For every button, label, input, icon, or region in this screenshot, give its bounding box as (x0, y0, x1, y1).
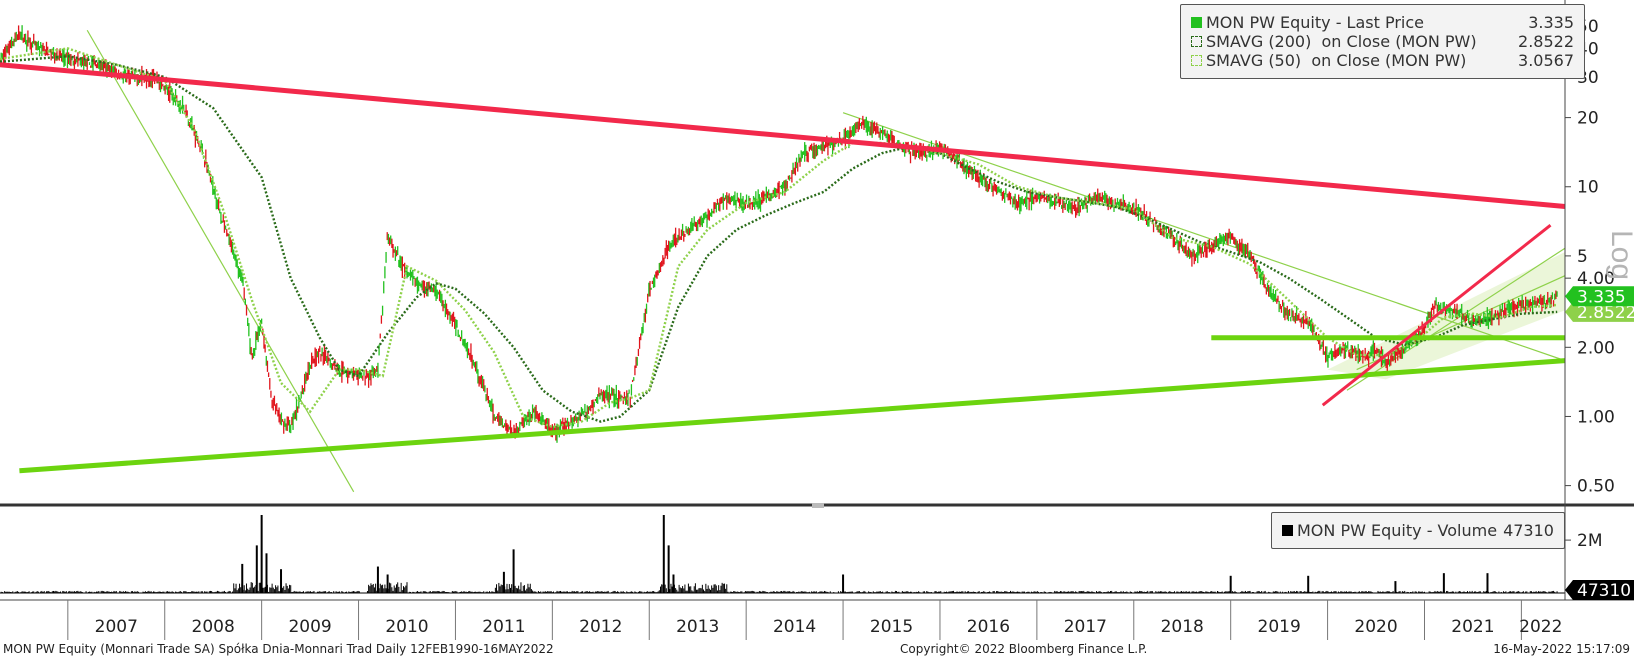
x-tick-label: 2018 (1161, 617, 1204, 637)
legend-value: 3.0567 (1518, 51, 1574, 70)
legend-value: 3.335 (1528, 13, 1574, 32)
breakout-line (1321, 224, 1552, 407)
last-price-badge-bg (1565, 286, 1634, 307)
legend-row-sma200: SMAVG (200) on Close (MON PW) 2.8522 (1191, 32, 1574, 51)
legend-label: MON PW Equity - Last Price (1206, 13, 1424, 32)
x-tick-label: 2008 (192, 617, 235, 637)
resistance-line (0, 62, 1566, 209)
volume-legend-label: MON PW Equity - Volume (1297, 521, 1498, 540)
volume-y-tick-label: 2M (1577, 531, 1602, 551)
divider-handle (812, 503, 824, 508)
y-tick-label: 4.00 (1577, 269, 1615, 289)
sma200-badge-bg (1565, 301, 1634, 322)
volume-badge-bg (1565, 580, 1634, 600)
y-tick-label: 1.00 (1577, 407, 1615, 427)
volume-swatch (1282, 525, 1293, 536)
last-price-swatch (1191, 17, 1202, 28)
price-panel (0, 25, 1566, 493)
y-tick-label: 5 (1577, 247, 1588, 267)
footer-center: Copyright© 2022 Bloomberg Finance L.P. (900, 642, 1148, 656)
legend-row-sma50: SMAVG (50) on Close (MON PW) 3.0567 (1191, 51, 1574, 70)
x-tick-label: 2015 (870, 617, 913, 637)
legend-label: SMAVG (50) on Close (MON PW) (1206, 51, 1467, 70)
y-tick-label: 10 (1577, 178, 1599, 198)
volume-badge: 47310 (1577, 581, 1631, 601)
price-legend: MON PW Equity - Last Price 3.335 SMAVG (… (1180, 4, 1585, 79)
footer-left: MON PW Equity (Monnari Trade SA) Spółka … (3, 642, 554, 656)
trend-guide-line (1346, 247, 1566, 391)
y-tick-label: 2.00 (1577, 338, 1615, 358)
x-tick-label: 2019 (1258, 617, 1301, 637)
x-tick-label: 2020 (1354, 617, 1397, 637)
x-tick-label: 2010 (385, 617, 428, 637)
price-axis-title: Log (1605, 230, 1634, 280)
x-tick-label: 2011 (482, 617, 525, 637)
channel-fill (1327, 251, 1565, 380)
x-tick-label: 2013 (676, 617, 719, 637)
x-tick-label: 2016 (967, 617, 1010, 637)
x-tick-label: 2014 (773, 617, 816, 637)
legend-row-last-price: MON PW Equity - Last Price 3.335 (1191, 13, 1574, 32)
x-tick-label: 2012 (579, 617, 622, 637)
sma200-line (0, 54, 1558, 423)
legend-label: SMAVG (200) on Close (MON PW) (1206, 32, 1477, 51)
y-tick-label: 20 (1577, 109, 1599, 129)
trend-guide-line (86, 29, 355, 493)
sma200-swatch (1191, 36, 1202, 47)
sma200-badge: 2.8522 (1577, 303, 1634, 323)
x-tick-label: 2009 (288, 617, 331, 637)
x-tick-label: 2021 (1451, 617, 1494, 637)
volume-panel (0, 514, 1565, 594)
x-tick-label: 2022 (1519, 617, 1562, 637)
x-tick-label: 2017 (1064, 617, 1107, 637)
footer-right: 16-May-2022 15:17:09 (1493, 642, 1630, 656)
legend-value: 2.8522 (1518, 32, 1574, 51)
x-tick-label: 2007 (95, 617, 138, 637)
volume-legend-value: 47310 (1503, 521, 1554, 540)
support-line (19, 358, 1566, 474)
last-price-badge: 3.335 (1577, 287, 1626, 307)
legend-row-volume: MON PW Equity - Volume 47310 (1282, 521, 1554, 540)
y-tick-label: 0.50 (1577, 477, 1615, 497)
sma50-swatch (1191, 55, 1202, 66)
sma50-line (0, 47, 1558, 429)
volume-legend: MON PW Equity - Volume 47310 (1271, 512, 1565, 549)
